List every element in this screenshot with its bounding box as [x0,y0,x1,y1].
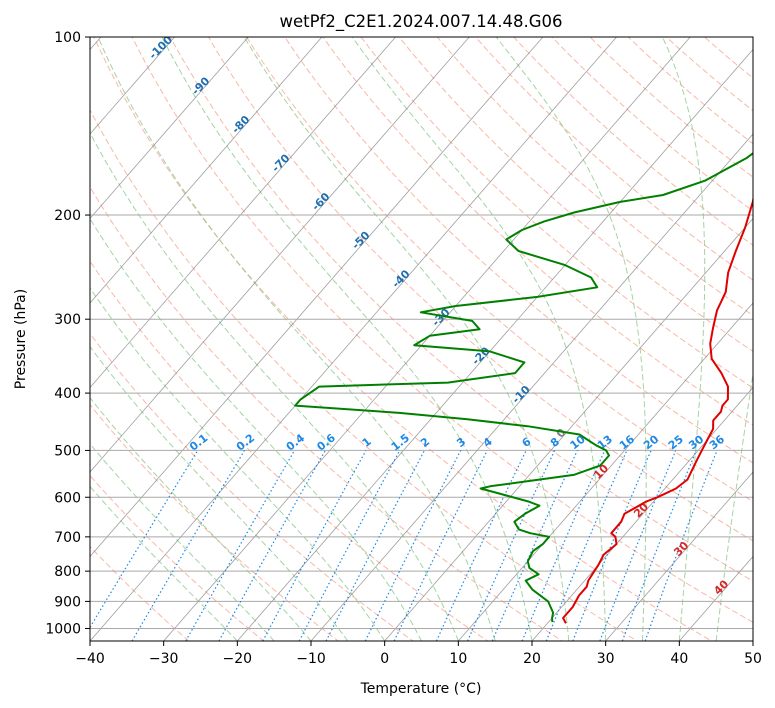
dry-adiabat-line [90,186,564,641]
mixing-ratio-line [491,450,578,641]
mixing-ratio-line [572,450,652,641]
y-tick-label: 300 [54,312,81,328]
moist-adiabat-line [351,37,607,641]
moist-adiabat-line [243,37,570,641]
y-tick-label: 100 [54,30,81,46]
x-tick-label: 30 [597,651,615,667]
isotherm-line [310,133,753,641]
dry-adiabat-line [360,37,753,389]
isotherm-line [90,37,617,641]
isotherm-line [90,37,249,220]
mixing-ratio-line [218,450,326,641]
x-axis-title: Temperature (°C) [360,681,482,697]
y-tick-label: 200 [54,208,81,224]
isotherm-line [384,217,753,641]
plot-frame [89,36,754,642]
isotherm-line [90,37,396,389]
dry-adiabat-line [90,332,414,641]
y-tick-label: 800 [54,564,81,580]
plot-background [90,37,753,641]
chart-title: wetPf2_C2E1.2024.007.14.48.G06 [279,12,562,32]
mixing-ratio-line [621,450,697,641]
mixing-ratio-line [545,450,628,641]
moist-adiabat-line [90,443,275,641]
sounding-profiles [294,151,753,624]
x-tick-label: −20 [223,651,253,667]
mixing-ratio-line [90,450,199,629]
x-tick-label: −30 [149,651,179,667]
mixing-ratio-line [599,450,677,641]
dry-adiabat-line [284,37,753,464]
moist-adiabat-line [715,370,753,641]
moist-adiabat-line [90,287,386,641]
dry-adiabat-line [90,474,265,641]
isotherm-line [90,37,544,558]
y-tick-label: 700 [54,530,81,546]
isotherm-line [90,37,470,473]
dry-adiabat-line [131,37,753,623]
isotherm-line [752,640,753,641]
isotherm-line [90,37,323,304]
moist-adiabat-line [90,485,238,641]
y-tick-label: 900 [54,594,81,610]
dry-adiabat-line [90,260,489,641]
dry-adiabat-line [474,37,753,281]
mixing-ratio-line [644,450,718,641]
isotherm-line [531,386,753,641]
x-tick-label: 0 [380,651,389,667]
x-tick-label: 40 [670,651,688,667]
dry-adiabat-line [436,37,753,317]
dry-adiabat-line [90,109,639,641]
mixing-ratio-line [466,450,556,641]
y-tick-label: 1000 [45,621,81,637]
dry-adiabat-line [627,37,753,145]
dry-adiabat-line [322,37,753,426]
mixing-ratio-line [262,450,367,641]
dry-adiabat-line [169,37,753,582]
y-tick-label: 600 [54,490,81,506]
moist-adiabat-line [90,131,459,641]
dry-adiabat-line [93,37,713,641]
mixing-ratio-line [185,450,296,641]
moist-adiabat-line [161,37,533,641]
mixing-ratio-line [521,450,606,641]
dewpoint-profile-line [294,151,753,623]
dry-adiabat-line [90,403,340,641]
x-tick-label: −10 [296,651,326,667]
moist-adiabat-line [495,37,647,641]
mixing-ratio-line [364,450,462,641]
dry-adiabat-line [589,37,753,178]
moist-adiabat-line [90,345,349,641]
moist-adiabat-line [90,217,422,641]
x-tick-label: 20 [523,651,541,667]
isotherm-line [163,37,691,641]
moist-adiabat-line [662,37,706,641]
dry-adiabat-line [246,37,753,503]
y-tick-label: 400 [54,386,81,402]
isotherm-line [605,471,753,641]
temperature-profile-line [562,194,753,624]
dry-adiabat-line [398,37,753,352]
x-tick-label: 50 [744,651,762,667]
y-tick-label: 500 [54,443,81,459]
axes: −40 −30 −20 −10 0 10 20 30 40 50 100 200 300 400 500 60… [45,30,762,667]
y-axis-title: Pressure (hPa) [13,289,29,389]
x-tick-label: −40 [75,651,105,667]
isotherm-line [237,48,753,641]
x-tick-label: 10 [449,651,467,667]
